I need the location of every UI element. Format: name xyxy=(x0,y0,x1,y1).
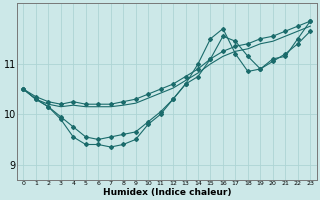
X-axis label: Humidex (Indice chaleur): Humidex (Indice chaleur) xyxy=(103,188,231,197)
